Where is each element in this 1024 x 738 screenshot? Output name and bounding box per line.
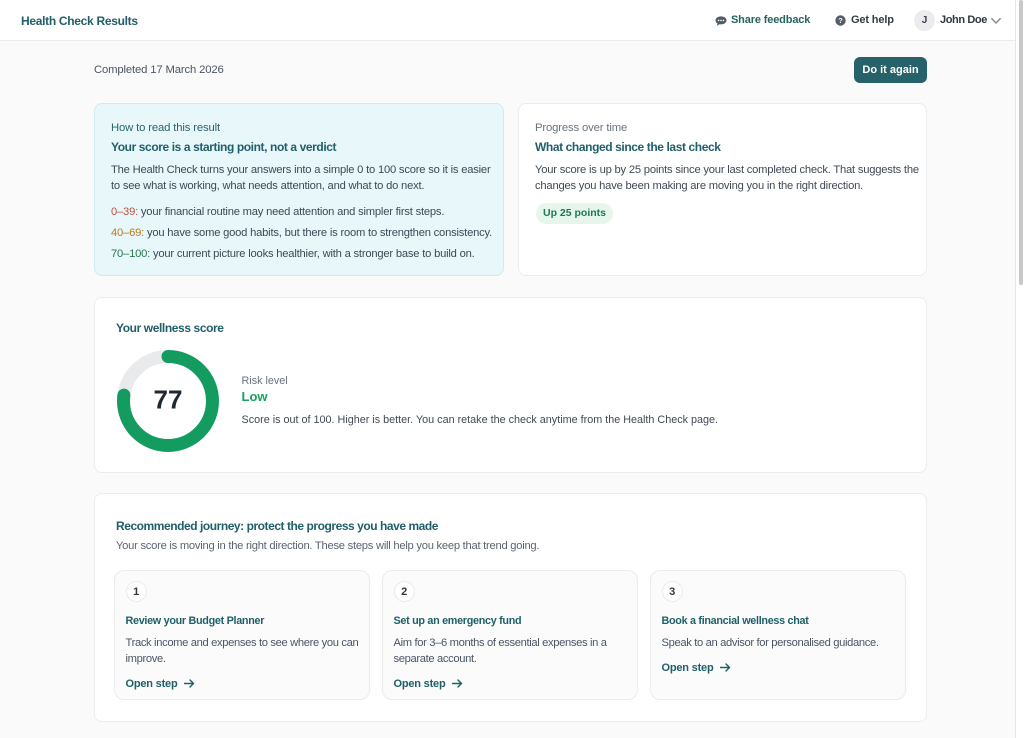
svg-text:?: ? <box>838 16 843 25</box>
svg-text:77: 77 <box>154 385 183 415</box>
